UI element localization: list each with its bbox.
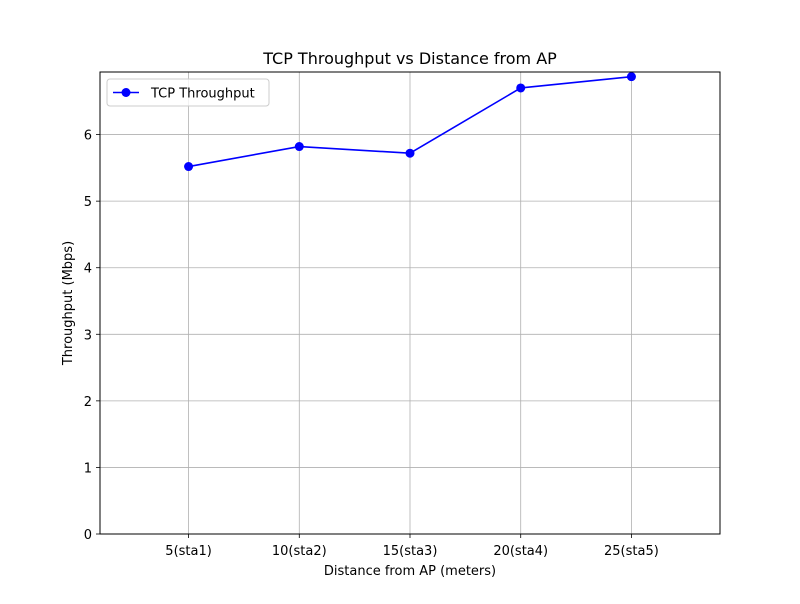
y-tick-label: 3 xyxy=(84,328,92,343)
y-axis-label: Throughput (Mbps) xyxy=(61,241,76,366)
chart-title: TCP Throughput vs Distance from AP xyxy=(262,49,557,68)
y-tick-label: 5 xyxy=(84,195,92,210)
y-tick-label: 1 xyxy=(84,461,92,476)
ticks: 5(sta1) 10(sta2) 15(sta3) 20(sta4) 25(sta5) 0… xyxy=(84,129,659,559)
x-tick-label: 10(sta2) xyxy=(272,544,327,559)
y-tick-label: 6 xyxy=(84,129,92,144)
data-point xyxy=(626,72,636,82)
data-point xyxy=(405,148,415,158)
data-point xyxy=(294,142,304,152)
x-tick-label: 5(sta1) xyxy=(165,544,212,559)
y-tick-label: 4 xyxy=(84,262,92,277)
legend: TCP Throughput xyxy=(106,78,270,107)
legend-box xyxy=(106,78,270,107)
x-axis-label: Distance from AP (meters) xyxy=(324,564,496,579)
legend-entry-label: TCP Throughput xyxy=(150,87,255,102)
data-point xyxy=(184,162,194,172)
y-tick-label: 0 xyxy=(84,528,92,543)
legend-marker-swatch xyxy=(121,88,131,97)
x-tick-label: 15(sta3) xyxy=(383,544,438,559)
series-layer xyxy=(184,72,636,172)
data-point xyxy=(516,83,526,93)
x-tick-label: 25(sta5) xyxy=(604,544,659,559)
y-tick-label: 2 xyxy=(84,395,92,410)
x-tick-label: 20(sta4) xyxy=(493,544,548,559)
